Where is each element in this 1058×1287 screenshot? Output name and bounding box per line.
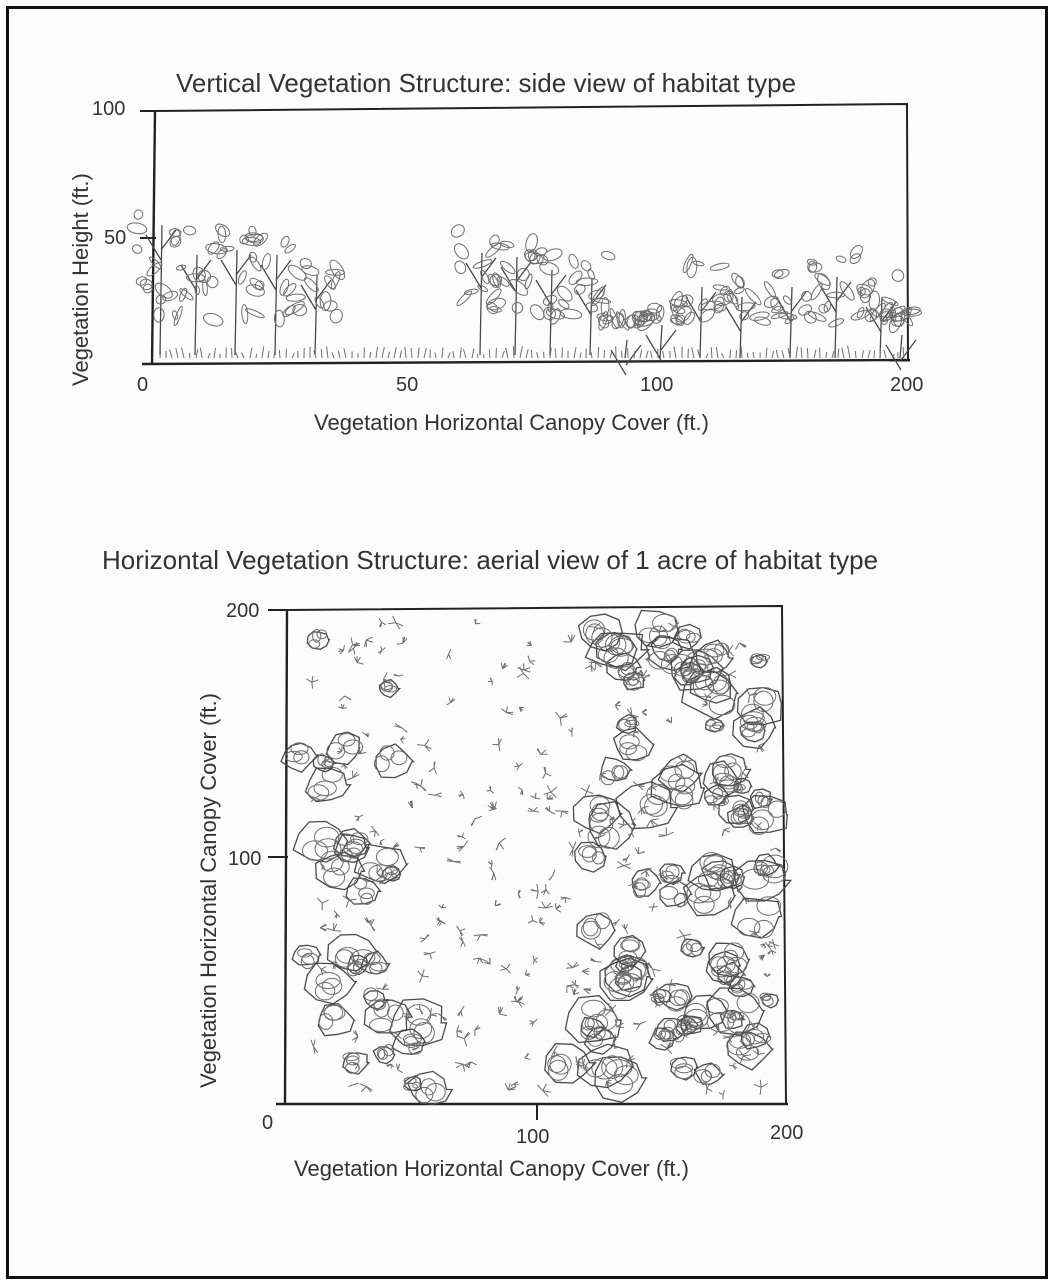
figure2-vegetation-sketch <box>281 611 791 1105</box>
figure1-vegetation-sketch <box>126 209 921 375</box>
